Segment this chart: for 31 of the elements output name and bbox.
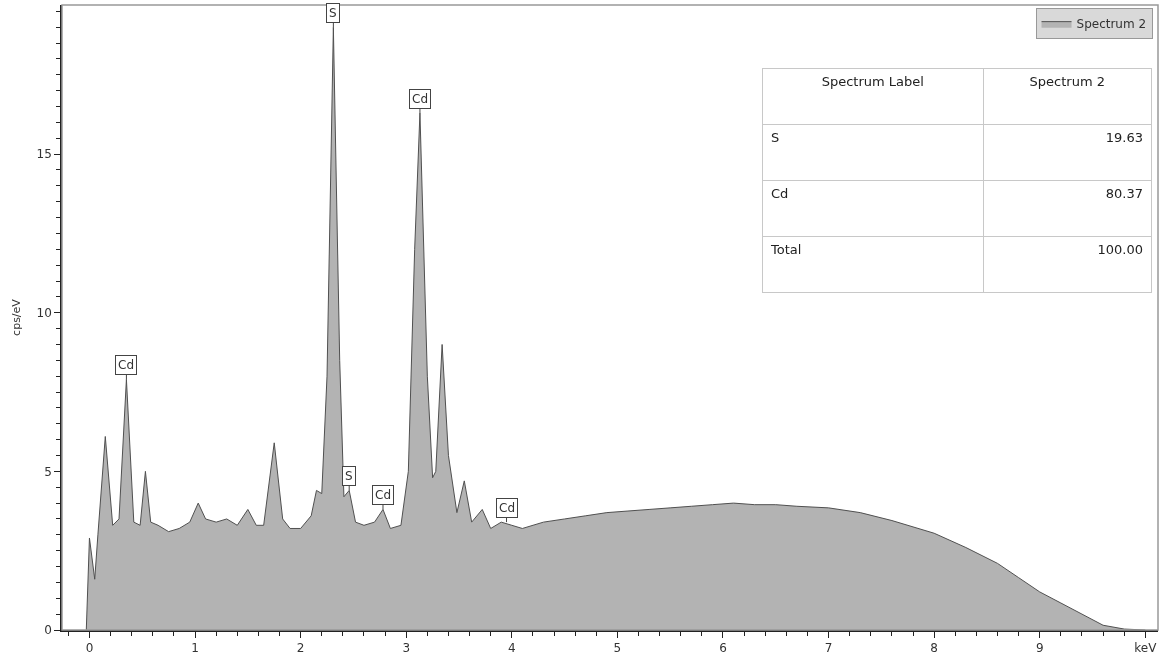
annotation: S <box>329 6 337 20</box>
x-tick-label: 9 <box>1035 641 1044 656</box>
x-tick-label: 0 <box>85 641 94 656</box>
annotation: 100.00 <box>983 236 1152 293</box>
y-tick-label: 0 <box>44 623 52 638</box>
x-tick-label: 1 <box>191 641 199 656</box>
y-tick-label: 10 <box>36 305 52 320</box>
y-tick-label: 15 <box>36 147 52 162</box>
annotation: 80.37 <box>983 180 1152 237</box>
x-tick-label: 8 <box>930 641 938 656</box>
annotation: S <box>762 124 984 181</box>
x-tick-label: 5 <box>613 641 622 656</box>
annotation: Cd <box>375 488 391 502</box>
annotation: Cd <box>499 501 515 515</box>
x-tick-label: 4 <box>507 641 516 656</box>
legend-label: Spectrum 2 <box>1076 17 1147 32</box>
y-tick-label: 5 <box>44 464 52 479</box>
x-tick-label: 6 <box>719 641 727 656</box>
x-tick-label: 3 <box>402 641 411 656</box>
annotation: Cd <box>118 358 134 372</box>
annotation: Cd <box>762 180 984 237</box>
annotation: Cd <box>412 92 428 106</box>
x-tick-label: 7 <box>824 641 833 656</box>
annotation: S <box>345 469 353 483</box>
annotation: Spectrum Label <box>762 68 984 125</box>
y-axis-title: cps/eV <box>9 298 23 336</box>
annotation: Spectrum 2 <box>983 68 1152 125</box>
x-tick-label: 2 <box>296 641 305 656</box>
x-tick-label: keV <box>1134 641 1158 656</box>
annotation: 19.63 <box>983 124 1152 181</box>
annotation: Total <box>762 236 984 293</box>
